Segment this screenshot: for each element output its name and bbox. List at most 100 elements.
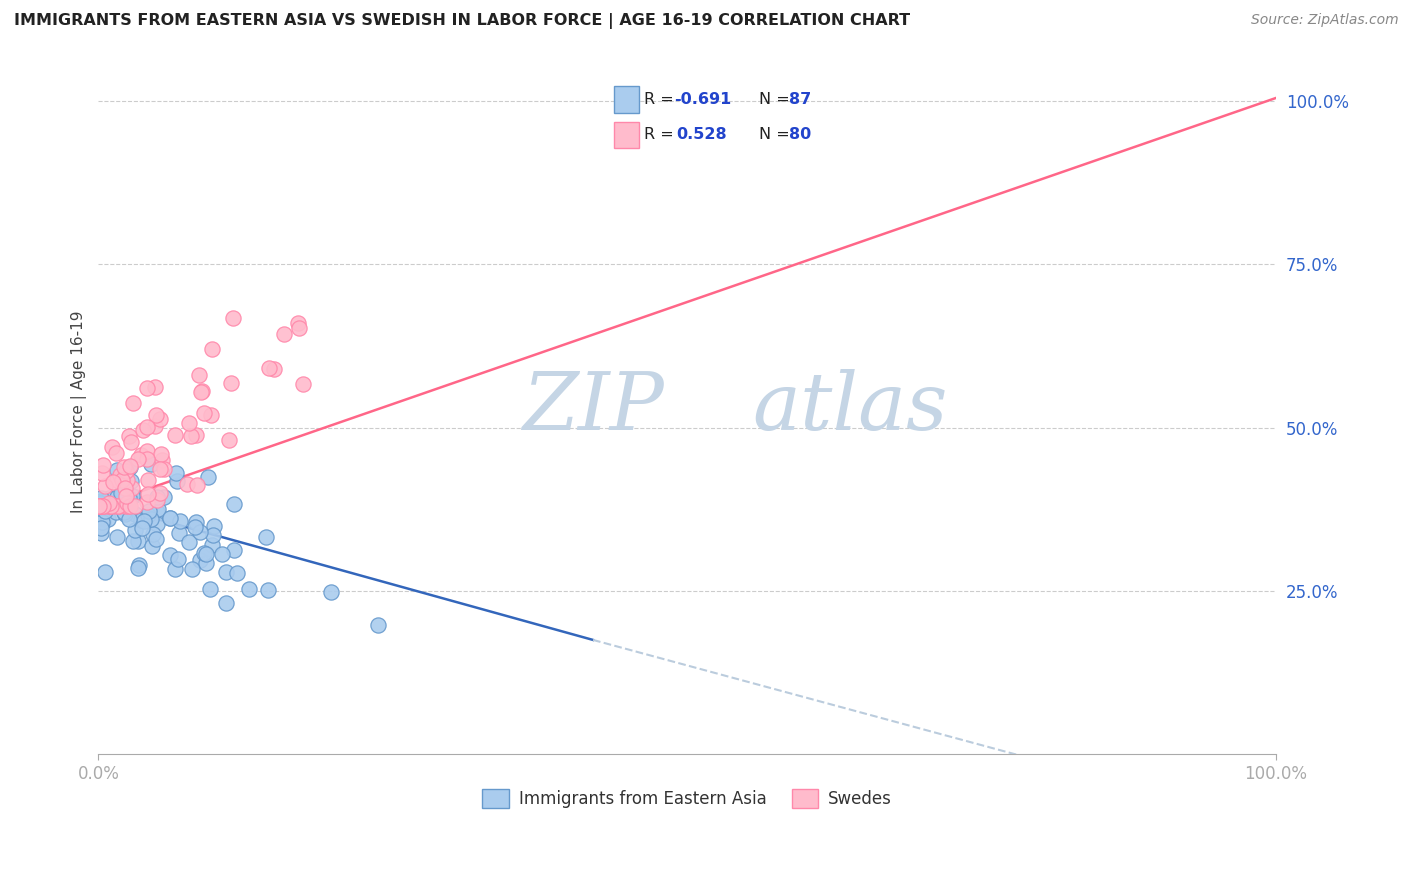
Point	[131, 521, 153, 535]
Point	[142, 527, 165, 541]
Point	[104, 504, 127, 518]
Point	[104, 446, 127, 460]
Point	[118, 428, 141, 442]
Point	[288, 321, 311, 335]
Point	[114, 499, 136, 513]
Point	[105, 463, 128, 477]
Point	[146, 490, 169, 504]
Point	[165, 466, 187, 480]
Point	[124, 499, 146, 513]
Point	[146, 493, 169, 508]
Point	[101, 440, 124, 454]
Point	[215, 596, 238, 610]
Point	[115, 489, 138, 503]
Point	[146, 505, 169, 519]
Point	[136, 494, 159, 508]
Point	[118, 512, 141, 526]
Point	[121, 489, 143, 503]
Text: Source: ZipAtlas.com: Source: ZipAtlas.com	[1251, 13, 1399, 28]
Point	[114, 477, 136, 491]
Point	[107, 499, 129, 513]
Point	[118, 491, 141, 506]
Point	[179, 535, 201, 549]
Point	[135, 443, 157, 458]
Point	[122, 395, 145, 409]
Point	[194, 547, 217, 561]
Point	[101, 475, 124, 490]
Point	[89, 499, 111, 513]
Point	[127, 452, 149, 467]
Point	[201, 527, 224, 541]
Point	[100, 499, 122, 513]
Point	[291, 377, 314, 392]
Point	[211, 547, 233, 561]
Point	[135, 420, 157, 434]
Point	[124, 523, 146, 537]
Point	[127, 561, 149, 575]
Point	[145, 533, 167, 547]
Point	[94, 499, 117, 513]
Point	[202, 518, 225, 533]
Point	[110, 486, 132, 500]
Point	[191, 384, 214, 398]
Point	[89, 496, 111, 510]
Point	[149, 412, 172, 426]
Point	[105, 490, 128, 504]
Point	[193, 547, 215, 561]
Point	[263, 361, 285, 376]
Point	[89, 499, 111, 513]
Point	[97, 511, 120, 525]
Point	[166, 475, 188, 489]
Point	[114, 481, 136, 495]
Point	[184, 428, 207, 442]
Point	[186, 477, 208, 491]
Point	[135, 381, 157, 395]
Point	[188, 553, 211, 567]
Point	[108, 492, 131, 507]
Point	[112, 460, 135, 475]
Point	[94, 503, 117, 517]
Point	[226, 566, 249, 580]
Point	[222, 310, 245, 325]
Point	[148, 462, 170, 476]
Point	[91, 515, 114, 529]
Point	[112, 505, 135, 519]
Point	[105, 474, 128, 488]
Point	[187, 368, 209, 382]
Point	[141, 539, 163, 553]
Point	[93, 458, 115, 473]
Point	[97, 491, 120, 505]
Point	[193, 406, 215, 420]
Point	[118, 491, 141, 505]
Point	[167, 551, 190, 566]
Point	[115, 473, 138, 487]
Point	[367, 617, 389, 632]
Point	[201, 538, 224, 552]
Point	[98, 496, 121, 510]
Point	[114, 467, 136, 482]
Point	[184, 519, 207, 533]
Point	[105, 530, 128, 544]
Point	[136, 487, 159, 501]
Point	[319, 584, 342, 599]
Point	[91, 515, 114, 529]
Point	[159, 511, 181, 525]
Point	[143, 419, 166, 434]
Point	[146, 502, 169, 516]
Point	[159, 510, 181, 524]
Point	[138, 504, 160, 518]
Point	[117, 496, 139, 510]
Point	[143, 379, 166, 393]
Point	[98, 499, 121, 513]
Point	[181, 561, 204, 575]
Point	[94, 566, 117, 580]
Point	[91, 499, 114, 513]
Point	[200, 408, 222, 422]
Point	[134, 514, 156, 528]
Point	[120, 459, 142, 474]
Point	[136, 452, 159, 467]
Y-axis label: In Labor Force | Age 16-19: In Labor Force | Age 16-19	[72, 310, 87, 513]
Point	[257, 583, 280, 598]
Point	[136, 473, 159, 487]
Point	[111, 473, 134, 487]
